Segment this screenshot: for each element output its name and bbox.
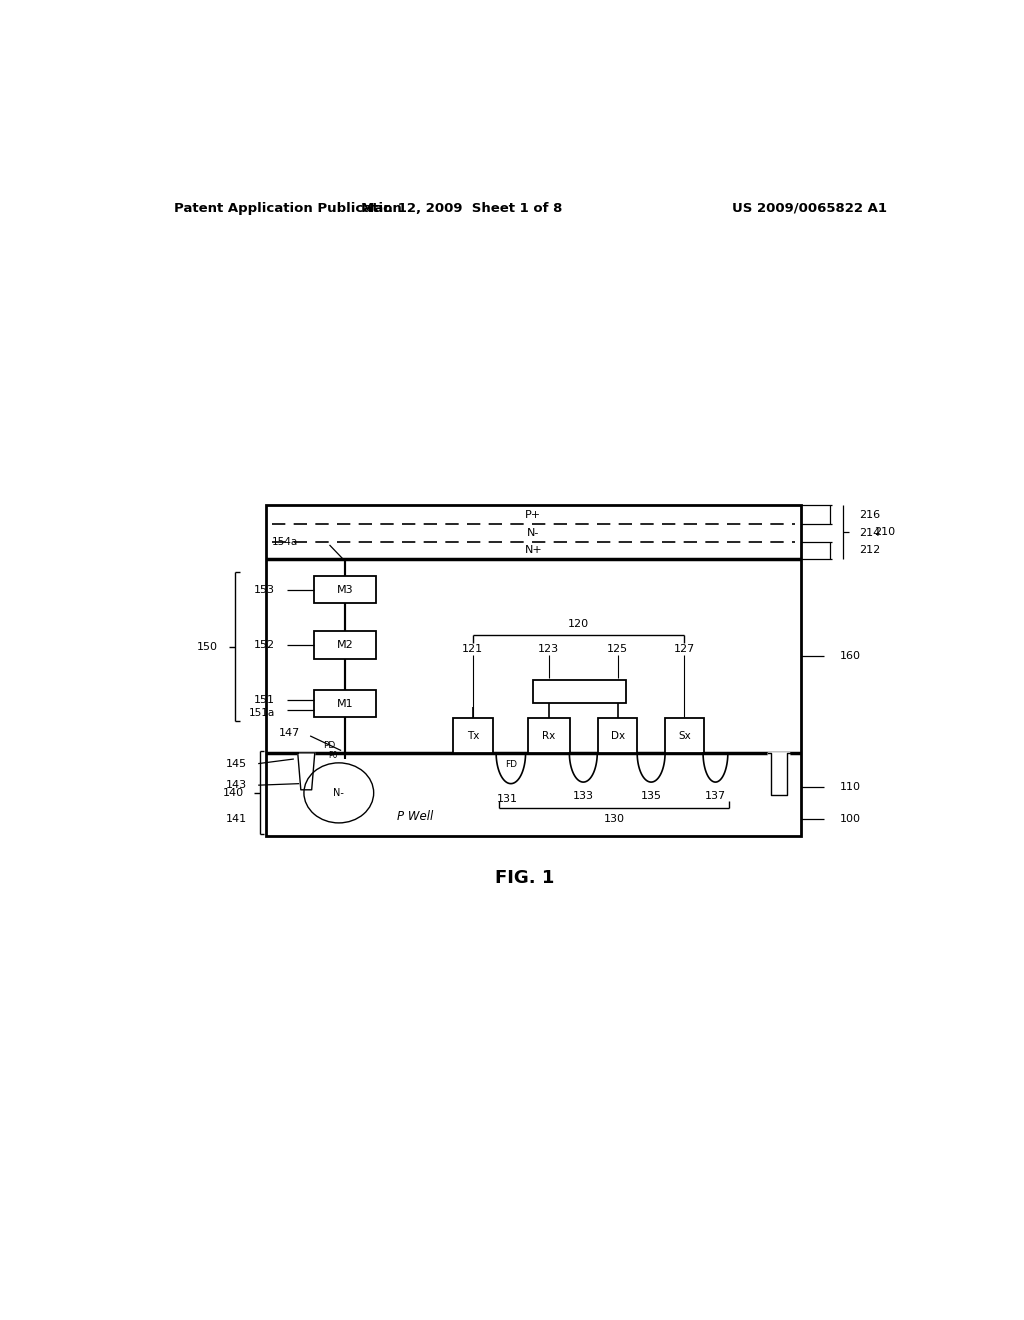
- Bar: [598, 718, 637, 752]
- Text: 127: 127: [674, 644, 695, 653]
- Text: 121: 121: [462, 644, 483, 653]
- Polygon shape: [768, 752, 790, 795]
- Bar: [453, 718, 493, 752]
- Bar: [266, 506, 801, 836]
- Text: 154a: 154a: [272, 537, 299, 546]
- Text: 212: 212: [859, 545, 880, 556]
- Text: FIG. 1: FIG. 1: [496, 870, 554, 887]
- Text: Tx: Tx: [467, 730, 479, 741]
- Bar: [665, 718, 703, 752]
- Text: Dx: Dx: [610, 730, 625, 741]
- Text: N+: N+: [524, 545, 542, 556]
- Text: 131: 131: [497, 795, 517, 804]
- Polygon shape: [298, 752, 314, 789]
- Text: 150: 150: [197, 642, 218, 652]
- Bar: [314, 689, 376, 718]
- Text: M2: M2: [337, 640, 353, 649]
- Text: 145: 145: [225, 759, 247, 768]
- Text: 151: 151: [254, 696, 275, 705]
- Text: M1: M1: [337, 698, 353, 709]
- Text: 214: 214: [859, 528, 880, 539]
- Text: 123: 123: [539, 644, 559, 653]
- Text: FD: FD: [505, 760, 517, 768]
- Text: 152: 152: [254, 640, 275, 649]
- Text: 133: 133: [572, 791, 594, 801]
- Text: 210: 210: [874, 527, 895, 537]
- Text: 147: 147: [279, 727, 300, 738]
- Text: P Well: P Well: [396, 810, 433, 824]
- Text: Sx: Sx: [678, 730, 691, 741]
- Text: 120: 120: [568, 619, 589, 630]
- Text: Patent Application Publication: Patent Application Publication: [174, 202, 402, 215]
- Text: 141: 141: [225, 814, 247, 824]
- Text: 100: 100: [840, 814, 860, 824]
- Text: 160: 160: [840, 651, 860, 661]
- Text: P+: P+: [525, 510, 542, 520]
- Text: US 2009/0065822 A1: US 2009/0065822 A1: [732, 202, 888, 215]
- Bar: [527, 718, 570, 752]
- Text: 125: 125: [607, 644, 629, 653]
- Text: Rx: Rx: [542, 730, 555, 741]
- Bar: [314, 631, 376, 659]
- Text: 140: 140: [223, 788, 245, 797]
- Text: 135: 135: [641, 791, 662, 801]
- Text: 153: 153: [254, 585, 275, 594]
- Text: N-: N-: [334, 788, 344, 797]
- Text: 110: 110: [840, 783, 860, 792]
- Text: Mar. 12, 2009  Sheet 1 of 8: Mar. 12, 2009 Sheet 1 of 8: [360, 202, 562, 215]
- Text: 151a: 151a: [249, 708, 275, 718]
- Bar: [314, 576, 376, 603]
- Text: 216: 216: [859, 510, 880, 520]
- Text: P0: P0: [329, 751, 338, 759]
- Text: PD: PD: [324, 742, 336, 750]
- Text: 137: 137: [705, 791, 726, 801]
- Text: M3: M3: [337, 585, 353, 594]
- Text: 130: 130: [604, 814, 625, 824]
- Text: N-: N-: [527, 528, 540, 539]
- Text: 143: 143: [225, 780, 247, 791]
- Bar: [532, 680, 626, 702]
